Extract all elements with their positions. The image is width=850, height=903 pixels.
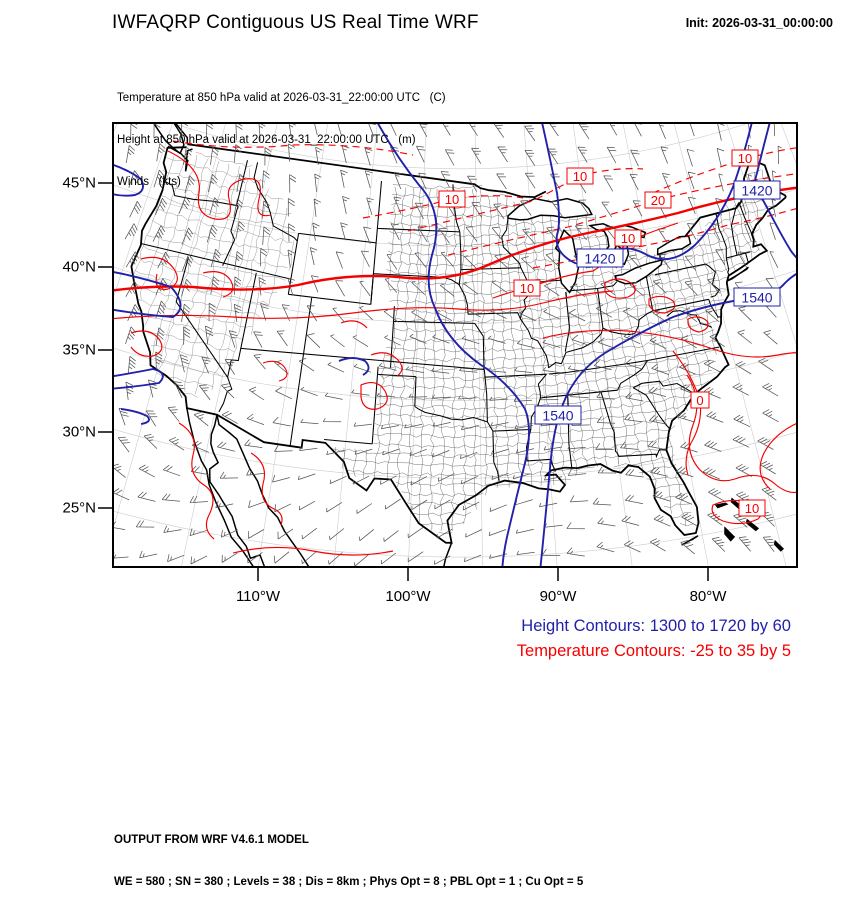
height-contour-label: 1540	[534, 405, 582, 425]
svg-text:10: 10	[621, 231, 635, 246]
svg-text:20: 20	[651, 193, 665, 208]
temperature-contour-label: 10	[731, 149, 759, 167]
svg-text:10: 10	[445, 192, 459, 207]
lon-tick-label: 110°W	[236, 588, 281, 605]
temperature-contour-label: 10	[438, 190, 466, 208]
subtitle-winds: Winds (kts)	[117, 176, 181, 188]
temperature-contour-label: 10	[614, 229, 642, 247]
page-title: IWFAQRP Contiguous US Real Time WRF	[112, 12, 479, 33]
lat-tick-label: 45°N	[62, 175, 96, 192]
subtitle-temperature: Temperature at 850 hPa valid at 2026-03-…	[117, 92, 446, 104]
footer-model-line: OUTPUT FROM WRF V4.6.1 MODEL	[114, 834, 309, 846]
map-frame	[112, 122, 798, 568]
svg-text:0: 0	[696, 393, 703, 408]
lat-tick-label: 35°N	[62, 342, 96, 359]
temperature-contour-label: 10	[513, 279, 541, 297]
svg-text:10: 10	[745, 501, 759, 516]
svg-text:10: 10	[738, 151, 752, 166]
subtitle-height: Height at 850 hPa valid at 2026-03-31_22…	[117, 134, 416, 146]
init-time-label: Init: 2026-03-31_00:00:00	[685, 16, 833, 30]
model-config-footer: OUTPUT FROM WRF V4.6.1 MODEL WE = 580 ; …	[114, 805, 583, 903]
state-borders-layer	[141, 160, 753, 481]
contour-legend: Height Contours: 1300 to 1720 by 60 Temp…	[517, 614, 791, 664]
weather-map-plot: 10 20 10 10 10 10 0 10 1420 1420 1540 1540 45°N 40°N 3…	[62, 122, 798, 606]
svg-text:10: 10	[573, 169, 587, 184]
height-contour-label: 1420	[733, 180, 781, 200]
lat-tick-label: 25°N	[62, 500, 96, 517]
temperature-contour-label: 10	[738, 499, 766, 517]
axis-ticks: 45°N 40°N 35°N 30°N 25°N 110°W 100°W 90°W 80°W	[62, 175, 727, 606]
contour-labels-layer: 10 20 10 10 10 10 0 10 1420 1420 1540 1540	[438, 149, 781, 517]
svg-text:1420: 1420	[741, 183, 772, 199]
county-lines-east-layer	[330, 169, 780, 534]
svg-text:1540: 1540	[542, 408, 573, 424]
lon-tick-label: 80°W	[690, 588, 728, 605]
field-subtitles: Temperature at 850 hPa valid at 2026-03-…	[117, 63, 446, 203]
legend-height-contours: Height Contours: 1300 to 1720 by 60	[521, 617, 791, 635]
temperature-contour-label: 10	[566, 167, 594, 185]
temperature-contour-label: 20	[644, 191, 672, 209]
map-canvas: 10 20 10 10 10 10 0 10 1420 1420 1540 1540	[112, 122, 798, 568]
svg-text:1540: 1540	[741, 290, 772, 306]
svg-text:10: 10	[520, 281, 534, 296]
temperature-contour-label: 0	[690, 391, 710, 409]
footer-config-line: WE = 580 ; SN = 380 ; Levels = 38 ; Dis …	[114, 876, 584, 888]
lat-tick-label: 30°N	[62, 424, 96, 441]
lon-tick-label: 100°W	[385, 588, 431, 605]
lat-tick-label: 40°N	[62, 259, 96, 276]
svg-text:1420: 1420	[584, 251, 615, 267]
height-contour-label: 1540	[733, 287, 781, 307]
legend-temperature-contours: Temperature Contours: -25 to 35 by 5	[516, 642, 791, 660]
height-contour-label: 1420	[576, 248, 624, 268]
wind-barbs-layer	[112, 122, 782, 567]
lon-tick-label: 90°W	[540, 588, 578, 605]
